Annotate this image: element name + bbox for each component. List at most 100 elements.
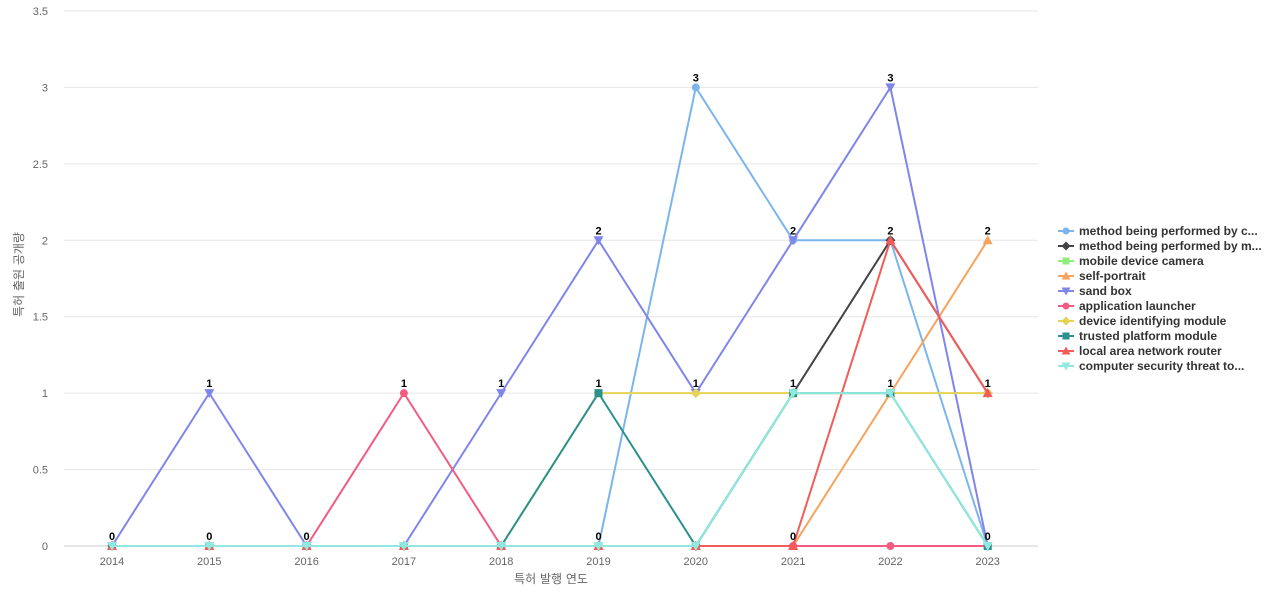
legend-item[interactable]: sand box (1058, 284, 1132, 298)
data-label: 1 (985, 378, 991, 390)
legend[interactable]: method being performed by c...method bei… (1058, 224, 1262, 373)
legend-item[interactable]: method being performed by c... (1058, 224, 1258, 238)
y-tick-label: 1 (42, 388, 48, 400)
data-label: 0 (206, 531, 212, 543)
legend-item[interactable]: application launcher (1058, 299, 1196, 313)
series-point (885, 235, 896, 245)
legend-label: computer security threat to... (1079, 359, 1244, 373)
series-point (301, 542, 312, 551)
series-point (496, 542, 507, 551)
legend-item[interactable]: method being performed by m... (1058, 239, 1262, 253)
x-tick-label: 2020 (684, 556, 708, 568)
legend-marker (1061, 346, 1071, 355)
legend-label: local area network router (1079, 344, 1222, 358)
x-tick-label: 2014 (100, 556, 124, 568)
data-label: 1 (498, 378, 504, 390)
data-label: 0 (790, 531, 796, 543)
series-point (788, 541, 799, 550)
data-label: 0 (304, 531, 310, 543)
data-label: 1 (790, 378, 796, 390)
legend-label: method being performed by m... (1079, 239, 1262, 253)
x-tick-label: 2018 (489, 556, 513, 568)
series-point (107, 542, 117, 551)
legend-label: trusted platform module (1079, 329, 1217, 343)
data-label: 1 (693, 378, 699, 390)
series-point (982, 388, 993, 398)
x-tick-label: 2021 (781, 556, 805, 568)
data-label: 0 (985, 531, 991, 543)
x-tick-label: 2015 (197, 556, 221, 568)
x-tick-label: 2017 (392, 556, 416, 568)
series-point (204, 389, 215, 399)
data-label: 1 (401, 378, 407, 390)
legend-label: application launcher (1079, 299, 1196, 313)
data-label: 0 (109, 531, 115, 543)
series-point (691, 83, 700, 92)
legend-item[interactable]: trusted platform module (1058, 329, 1217, 343)
data-label: 1 (206, 378, 212, 390)
legend-label: sand box (1079, 284, 1132, 298)
y-tick-label: 2 (42, 235, 48, 247)
series-line (111, 86, 989, 547)
series-point (399, 389, 408, 398)
series-point (788, 236, 799, 246)
legend-marker (1061, 271, 1071, 280)
y-tick-label: 1.5 (33, 312, 48, 324)
legend-item[interactable]: local area network router (1058, 344, 1222, 358)
legend-item[interactable]: mobile device camera (1058, 254, 1204, 268)
y-tick-label: 3.5 (33, 6, 48, 18)
series-point (982, 235, 993, 245)
series-point (690, 542, 701, 551)
series-point (593, 236, 604, 246)
series-point (690, 388, 701, 399)
legend-marker (1061, 287, 1071, 296)
data-label: 3 (887, 72, 893, 84)
series-point (594, 389, 603, 398)
legend-label: method being performed by c... (1079, 224, 1258, 238)
y-tick-label: 3 (42, 82, 48, 94)
data-label: 2 (887, 225, 893, 237)
legend-label: self-portrait (1079, 269, 1146, 283)
y-tick-label: 2.5 (33, 159, 48, 171)
legend-marker (1061, 316, 1071, 326)
legend-marker (1062, 257, 1070, 265)
legend-marker (1062, 332, 1070, 340)
legend-marker (1061, 362, 1071, 371)
data-label: 2 (595, 225, 601, 237)
series-point (886, 542, 895, 550)
series-point (885, 389, 896, 399)
y-axis-title: 특허 출원 공개량 (12, 232, 26, 317)
series-9 (107, 389, 993, 551)
series-group (107, 83, 993, 551)
grid (64, 10, 1038, 547)
x-tick-label: 2019 (586, 556, 610, 568)
legend-marker (1062, 302, 1070, 310)
legend-marker (1061, 241, 1071, 251)
y-tick-label: 0.5 (33, 465, 48, 477)
legend-item[interactable]: self-portrait (1058, 269, 1146, 283)
series-point (788, 389, 799, 399)
data-label: 3 (693, 72, 699, 84)
series-point (496, 389, 507, 399)
legend-item[interactable]: computer security threat to... (1058, 359, 1244, 373)
axes: 0 0.5 1 1.5 2 2.5 3 3.5 2014 2015 2016 2017 2018 2019… (33, 6, 1000, 568)
x-axis-title: 특허 발행 연도 (514, 571, 588, 586)
data-label: 1 (595, 378, 601, 390)
series-point (885, 83, 896, 93)
x-tick-label: 2022 (878, 556, 902, 568)
data-label: 2 (985, 225, 991, 237)
legend-label: device identifying module (1079, 314, 1227, 328)
data-label: 2 (790, 225, 796, 237)
legend-marker (1062, 227, 1070, 235)
series-point (204, 542, 215, 551)
series-point (982, 542, 993, 551)
legend-item[interactable]: device identifying module (1058, 314, 1227, 328)
series-point (593, 542, 604, 551)
x-tick-label: 2016 (294, 556, 318, 568)
data-labels: 0 1 0 1 1 2 3 2 3 2 0 0 0 0 1 1 1 1 1 2 (109, 72, 991, 543)
data-label: 0 (595, 531, 601, 543)
legend-label: mobile device camera (1079, 254, 1204, 268)
series-line (112, 392, 989, 547)
